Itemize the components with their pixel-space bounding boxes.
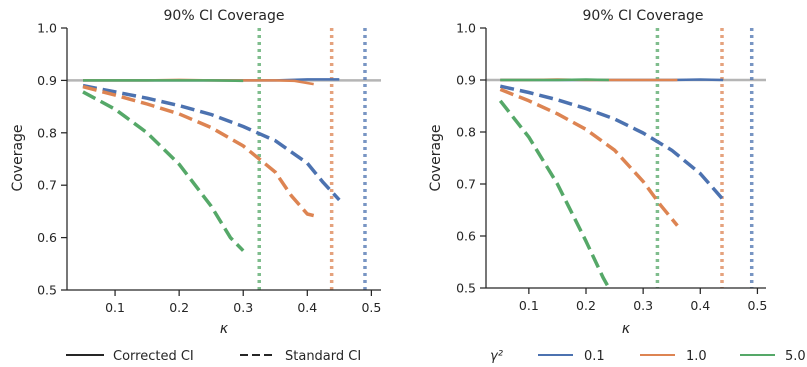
legend-dashed-label: Standard CI	[285, 349, 361, 364]
legend-gamma: γ² 0.1 1.0 5.0	[490, 349, 806, 364]
right-y-tick-label: 0.8	[456, 125, 476, 140]
legend-solid-label: Corrected CI	[113, 349, 194, 364]
right-y-axis-label: Coverage	[428, 124, 444, 191]
right-y-tick-label: 0.6	[456, 229, 476, 244]
legend-gamma-title: γ²	[490, 349, 503, 364]
right-y-tick-label: 0.7	[456, 177, 476, 192]
left-y-tick-label: 0.7	[37, 178, 57, 193]
left-x-tick-label: 0.4	[297, 300, 317, 315]
left-chart-panel: 90% CI Coverage 0.5 0.6 0.7 0.8 0.9 1.0 0.1 0.2…	[10, 8, 381, 337]
left-x-tick-label: 0.5	[361, 300, 381, 315]
left-y-axis-label: Coverage	[10, 124, 26, 191]
left-series-dashed-5	[82, 90, 245, 252]
left-x-tick-label: 0.1	[105, 300, 125, 315]
left-series-solid-2	[83, 79, 244, 83]
left-plot-marks	[67, 28, 381, 290]
left-x-tick-label: 0.3	[233, 300, 253, 315]
right-x-tick-label: 0.5	[747, 298, 767, 313]
left-series-dashed-4	[82, 85, 315, 218]
right-x-tick-label: 0.4	[690, 298, 710, 313]
right-series-dashed-5	[498, 99, 611, 288]
left-chart-title: 90% CI Coverage	[164, 8, 285, 24]
left-x-axis-label: κ	[220, 321, 229, 337]
legend-gamma-0.1-label: 0.1	[584, 349, 605, 364]
right-plot-area: 0.5 0.6 0.7 0.8 0.9 1.0 0.1 0.2 0.3 0.4 0.5	[456, 21, 767, 314]
left-y-tick-label: 0.9	[37, 73, 57, 88]
right-chart-panel: 90% CI Coverage 0.5 0.6 0.7 0.8 0.9 1.0 0.1 0.2…	[428, 8, 767, 337]
legend-gamma-1.0-label: 1.0	[686, 349, 707, 364]
left-y-tick-label: 0.6	[37, 230, 57, 245]
right-plot-marks	[486, 28, 766, 288]
legend-gamma-5.0-label: 5.0	[785, 349, 806, 364]
left-y-tick-label: 0.5	[37, 283, 57, 298]
right-y-tick-label: 0.9	[456, 73, 476, 88]
left-x-tick-label: 0.2	[169, 300, 189, 315]
right-series-dashed-4	[499, 87, 679, 227]
left-series-dashed-3	[82, 83, 341, 202]
left-y-tick-label: 0.8	[37, 125, 57, 140]
right-x-tick-label: 0.2	[576, 298, 596, 313]
right-x-tick-label: 0.1	[519, 298, 539, 313]
right-x-tick-label: 0.3	[633, 298, 653, 313]
left-y-tick-label: 1.0	[37, 21, 57, 36]
legend-line-style: Corrected CI Standard CI	[66, 349, 361, 364]
right-series-solid-2	[500, 78, 609, 82]
right-y-tick-label: 0.5	[456, 281, 476, 296]
right-x-axis-label: κ	[622, 321, 631, 337]
right-series-dashed-3	[499, 84, 725, 201]
right-chart-title: 90% CI Coverage	[583, 8, 704, 24]
right-y-tick-label: 1.0	[456, 21, 476, 36]
left-plot-area: 0.5 0.6 0.7 0.8 0.9 1.0 0.1 0.2 0.3 0.4 0.5	[37, 21, 381, 316]
